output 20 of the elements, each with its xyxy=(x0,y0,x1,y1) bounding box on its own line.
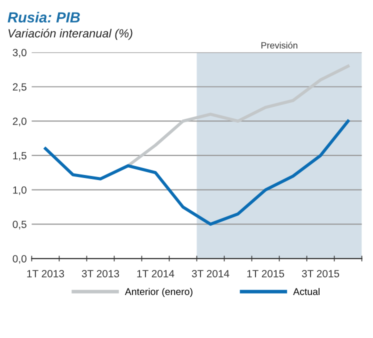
x-tick-label: 3T 2014 xyxy=(192,270,230,278)
y-tick-label: 1,0 xyxy=(13,186,26,195)
y-tick-label: 2,0 xyxy=(12,118,26,126)
x-tick-label: 1T 2015 xyxy=(247,270,284,278)
text: Previsión xyxy=(261,42,298,49)
chart-subtitle: Variación interanual (%) xyxy=(8,28,132,40)
x-tick-label: 1T 2013 xyxy=(27,270,64,278)
y-tick-label: 3,0 xyxy=(12,48,26,58)
chart-title: Rusia: PIB xyxy=(8,12,80,23)
legend-label: Anterior (enero) xyxy=(124,288,192,297)
y-tick-label: 2,5 xyxy=(12,83,26,92)
x-tick-label: 3T 2013 xyxy=(82,270,120,278)
line-series xyxy=(44,120,350,226)
y-tick-label: 0,5 xyxy=(12,220,26,230)
y-tick-label: 1,5 xyxy=(13,152,26,161)
y-tick-label: 0,0 xyxy=(12,255,26,264)
x-tick-label: 1T 2014 xyxy=(137,270,174,278)
x-tick-label: 3T 2015 xyxy=(302,270,340,278)
legend-label: Actual xyxy=(293,288,320,296)
line-series xyxy=(126,64,350,168)
